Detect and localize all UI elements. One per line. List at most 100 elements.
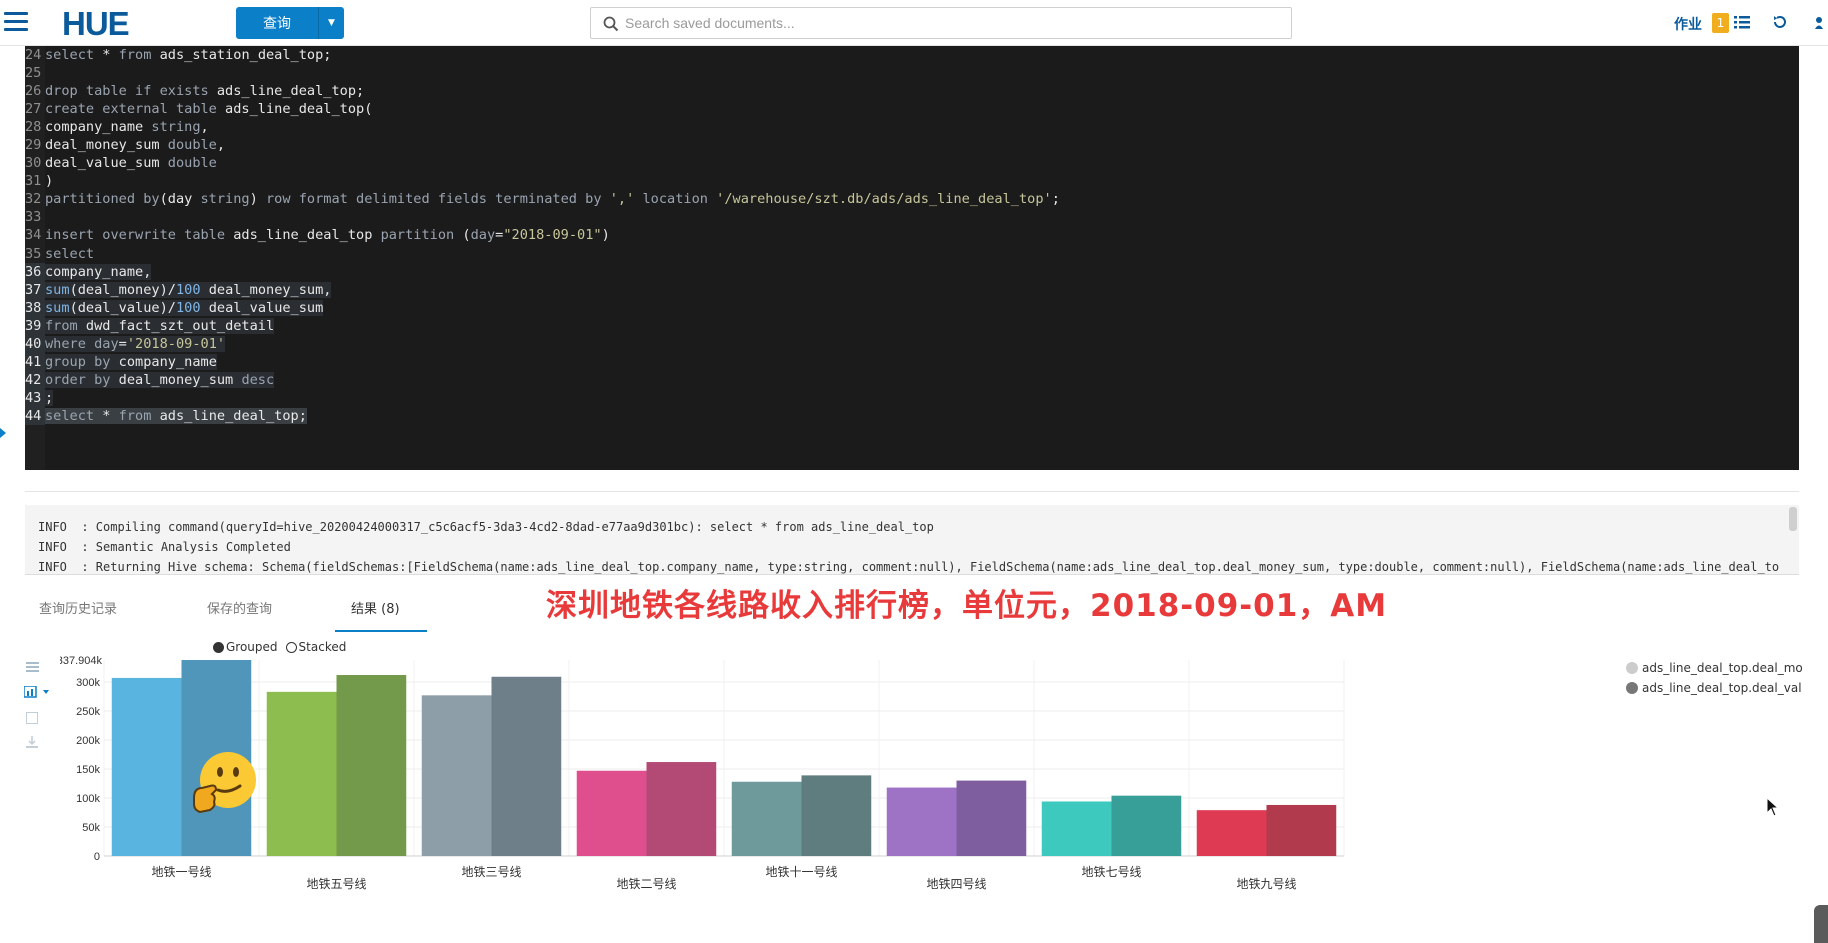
- grouped-option[interactable]: Grouped: [213, 640, 278, 654]
- code-line: 26 drop table if exists ads_line_deal_top…: [25, 83, 365, 100]
- code-line: 36 company_name,: [25, 262, 152, 281]
- grid-view-icon[interactable]: [26, 662, 39, 672]
- tab-saved-queries[interactable]: 保存的查询: [207, 602, 273, 617]
- logo-text: HUE: [62, 5, 129, 42]
- query-log-panel: INFO : Compiling command(queryId=hive_20…: [25, 505, 1799, 575]
- chart-mode-toggle: Grouped Stacked: [213, 640, 346, 654]
- play-arrow-icon[interactable]: [0, 428, 8, 438]
- bar-deal-value-sum: [646, 762, 717, 856]
- legend-label: ads_line_deal_top.deal_value_sum: [1642, 681, 1802, 695]
- x-category-label: 地铁一号线: [151, 865, 211, 879]
- bar-deal-value-sum: [801, 775, 872, 856]
- jobs-link[interactable]: 作业: [1674, 17, 1702, 33]
- bar-deal-money-sum: [1196, 810, 1267, 856]
- y-tick-label: 0: [94, 851, 100, 863]
- query-button-label[interactable]: 查询: [263, 16, 291, 32]
- code-line: 30 deal_value_sum double: [25, 155, 217, 172]
- mouse-pointer-icon: [1766, 797, 1780, 817]
- bar-deal-value-sum: [336, 675, 407, 856]
- series-legend: ads_line_deal_top.deal_money_sum ads_lin…: [1626, 658, 1802, 698]
- bar-deal-money-sum: [731, 781, 802, 856]
- caret-down-icon[interactable]: ▼: [318, 7, 344, 39]
- log-line: INFO : Compiling command(queryId=hive_20…: [38, 520, 934, 534]
- thinking-emoji-sticker: [193, 752, 256, 814]
- search-icon: [603, 16, 619, 32]
- chart-view-icon[interactable]: [24, 686, 54, 698]
- log-scrollbar[interactable]: [1789, 507, 1797, 531]
- corner-panel-tab[interactable]: [1814, 905, 1828, 943]
- video-caption-overlay: 深圳地铁各线路收入排行榜，单位元，2018-09-01，AM: [546, 588, 1388, 624]
- left-side-strip: [0, 46, 25, 470]
- bar-deal-value-sum: [1111, 795, 1182, 856]
- bar-deal-money-sum: [576, 770, 647, 856]
- legend-label: ads_line_deal_top.deal_money_sum: [1642, 661, 1802, 675]
- x-category-label: 地铁四号线: [926, 877, 986, 891]
- bar-deal-value-sum: [491, 676, 562, 856]
- code-line: 34 insert overwrite table ads_line_deal_t…: [25, 227, 610, 244]
- x-category-label: 地铁七号线: [1081, 865, 1141, 879]
- hamburger-menu-icon[interactable]: [4, 12, 28, 32]
- y-tick-label: 300k: [76, 677, 100, 689]
- log-line: INFO : Returning Hive schema: Schema(fie…: [38, 560, 1780, 574]
- hue-logo[interactable]: HUE: [60, 4, 170, 42]
- bar-deal-money-sum: [111, 677, 182, 856]
- x-category-label: 地铁二号线: [616, 877, 676, 891]
- legend-dot-icon: [1626, 682, 1638, 694]
- search-input[interactable]: [625, 9, 1275, 37]
- code-line: 32 partitioned by(day string) row format …: [25, 191, 1060, 208]
- settings-panel-icon[interactable]: [26, 712, 38, 724]
- code-line: 31): [25, 173, 54, 190]
- query-button[interactable]: 查询 ▼: [236, 7, 344, 39]
- download-icon[interactable]: [26, 736, 38, 748]
- bar-deal-money-sum: [266, 691, 337, 856]
- code-line: 29 deal_money_sum double,: [25, 137, 226, 154]
- code-line: 38 sum(deal_value)/100 deal_value_sum: [25, 298, 324, 317]
- legend-dot-icon: [1626, 662, 1638, 674]
- sql-code-editor[interactable]: 24 select * from ads_station_deal_top; 25…: [25, 46, 1799, 470]
- x-category-label: 地铁三号线: [461, 865, 521, 879]
- y-tick-label: 50k: [82, 822, 100, 834]
- jobs-count-badge[interactable]: 1: [1712, 13, 1729, 33]
- stacked-radio-icon[interactable]: [285, 642, 297, 653]
- code-line: 35 select: [25, 245, 95, 262]
- user-icon[interactable]: [1815, 16, 1828, 30]
- y-tick-label: 100k: [76, 793, 100, 805]
- x-category-label: 地铁九号线: [1236, 877, 1296, 891]
- bar-deal-money-sum: [886, 787, 957, 856]
- code-line: 41 group by company_name: [25, 352, 217, 371]
- search-box[interactable]: [590, 7, 1292, 39]
- legend-item[interactable]: ads_line_deal_top.deal_value_sum: [1626, 678, 1802, 698]
- tab-results[interactable]: 结果 (8): [335, 596, 427, 632]
- grouped-radio-icon[interactable]: [213, 642, 224, 653]
- legend-item[interactable]: ads_line_deal_top.deal_money_sum: [1626, 658, 1802, 678]
- code-line: 33: [25, 209, 42, 226]
- code-line: 40 where day='2018-09-01': [25, 334, 226, 353]
- y-tick-label: 250k: [76, 706, 100, 718]
- task-list-icon[interactable]: [1734, 15, 1750, 29]
- bar-deal-money-sum: [1041, 801, 1112, 856]
- log-line: INFO : Semantic Analysis Completed: [38, 540, 291, 554]
- code-line: 24 select * from ads_station_deal_top;: [25, 47, 332, 63]
- editor-resize-handle[interactable]: [25, 470, 1799, 492]
- code-content[interactable]: 24 select * from ads_station_deal_top; 25…: [25, 46, 1060, 425]
- y-tick-label: 150k: [76, 764, 100, 776]
- grouped-label: Grouped: [226, 640, 278, 654]
- stacked-label: Stacked: [298, 640, 347, 654]
- bar-deal-value-sum: [956, 780, 1027, 856]
- code-line: 43;: [25, 388, 54, 407]
- history-icon[interactable]: [1772, 14, 1788, 30]
- stacked-option[interactable]: Stacked: [285, 640, 347, 654]
- x-category-label: 地铁五号线: [306, 877, 366, 891]
- bar-deal-value-sum: [1266, 804, 1337, 856]
- code-line: 42 order by deal_money_sum desc: [25, 370, 275, 389]
- code-line: 39 from dwd_fact_szt_out_detail: [25, 316, 275, 335]
- tab-query-history[interactable]: 查询历史记录: [39, 602, 118, 617]
- y-max-label: 337.904k: [60, 655, 102, 667]
- bar-deal-money-sum: [421, 695, 492, 856]
- y-tick-label: 200k: [76, 735, 100, 747]
- code-line: 27 create external table ads_line_deal_to…: [25, 101, 373, 118]
- bar-chart: 0 50k 100k 150k 200k 250k 300k 337.904k 地铁一号线地铁五…: [60, 655, 1345, 891]
- code-line: 44 select * from ads_line_deal_top;: [25, 406, 307, 425]
- code-line: 37 sum(deal_money)/100 deal_money_sum,: [25, 280, 332, 299]
